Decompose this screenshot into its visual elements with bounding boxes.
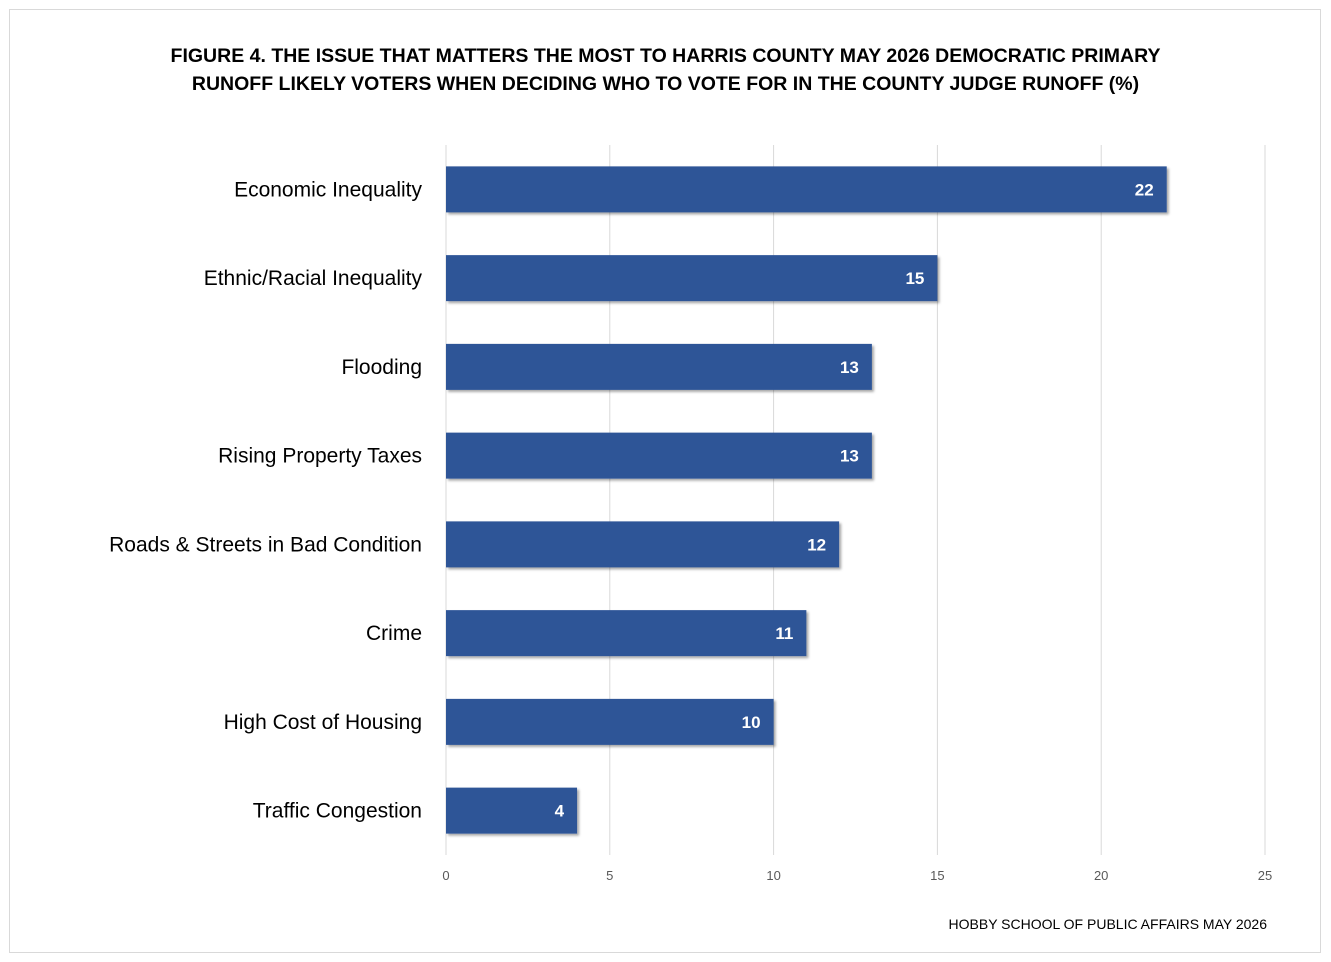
bar — [446, 432, 872, 479]
data-label: 12 — [807, 535, 826, 554]
data-label: 13 — [840, 358, 859, 377]
data-label: 10 — [742, 713, 761, 732]
category-label: Roads & Streets in Bad Condition — [109, 533, 422, 556]
chart-title-line-1: FIGURE 4. THE ISSUE THAT MATTERS THE MOS… — [170, 45, 1161, 67]
category-label: Ethnic/Racial Inequality — [204, 267, 423, 290]
x-tick-label: 25 — [1258, 868, 1272, 883]
data-label: 4 — [555, 802, 565, 821]
x-tick-label: 0 — [442, 868, 449, 883]
bar — [446, 521, 840, 568]
category-label: Rising Property Taxes — [218, 445, 422, 468]
category-labels: Economic Inequality Ethnic/Racial Inequal… — [109, 178, 422, 822]
category-label: Traffic Congestion — [253, 800, 422, 823]
x-tick-label: 10 — [766, 868, 780, 883]
x-tick-label: 15 — [930, 868, 944, 883]
x-tick-label: 20 — [1094, 868, 1108, 883]
bars: 22 15 13 13 12 11 10 4 — [446, 166, 1167, 834]
bar — [446, 610, 807, 657]
category-label: Economic Inequality — [234, 178, 422, 201]
bar — [446, 166, 1167, 213]
data-label: 15 — [905, 269, 924, 288]
chart-title-line-2: RUNOFF LIKELY VOTERS WHEN DECIDING WHO T… — [191, 73, 1140, 95]
x-axis-ticks: 0 5 10 15 20 25 — [442, 868, 1272, 883]
data-label: 22 — [1135, 180, 1154, 199]
bar — [446, 787, 578, 834]
category-label: Flooding — [341, 356, 422, 379]
data-label: 11 — [775, 624, 793, 643]
category-label: High Cost of Housing — [224, 711, 422, 734]
bar — [446, 255, 938, 302]
data-label: 13 — [840, 447, 859, 466]
category-label: Crime — [366, 622, 422, 645]
bar — [446, 343, 872, 390]
x-tick-label: 5 — [606, 868, 613, 883]
chart-frame — [9, 9, 1321, 953]
bar — [446, 698, 774, 745]
gridlines — [445, 145, 1266, 855]
chart-title: FIGURE 4. THE ISSUE THAT MATTERS THE MOS… — [0, 42, 1331, 98]
source-note: HOBBY SCHOOL OF PUBLIC AFFAIRS MAY 2026 — [948, 916, 1267, 932]
